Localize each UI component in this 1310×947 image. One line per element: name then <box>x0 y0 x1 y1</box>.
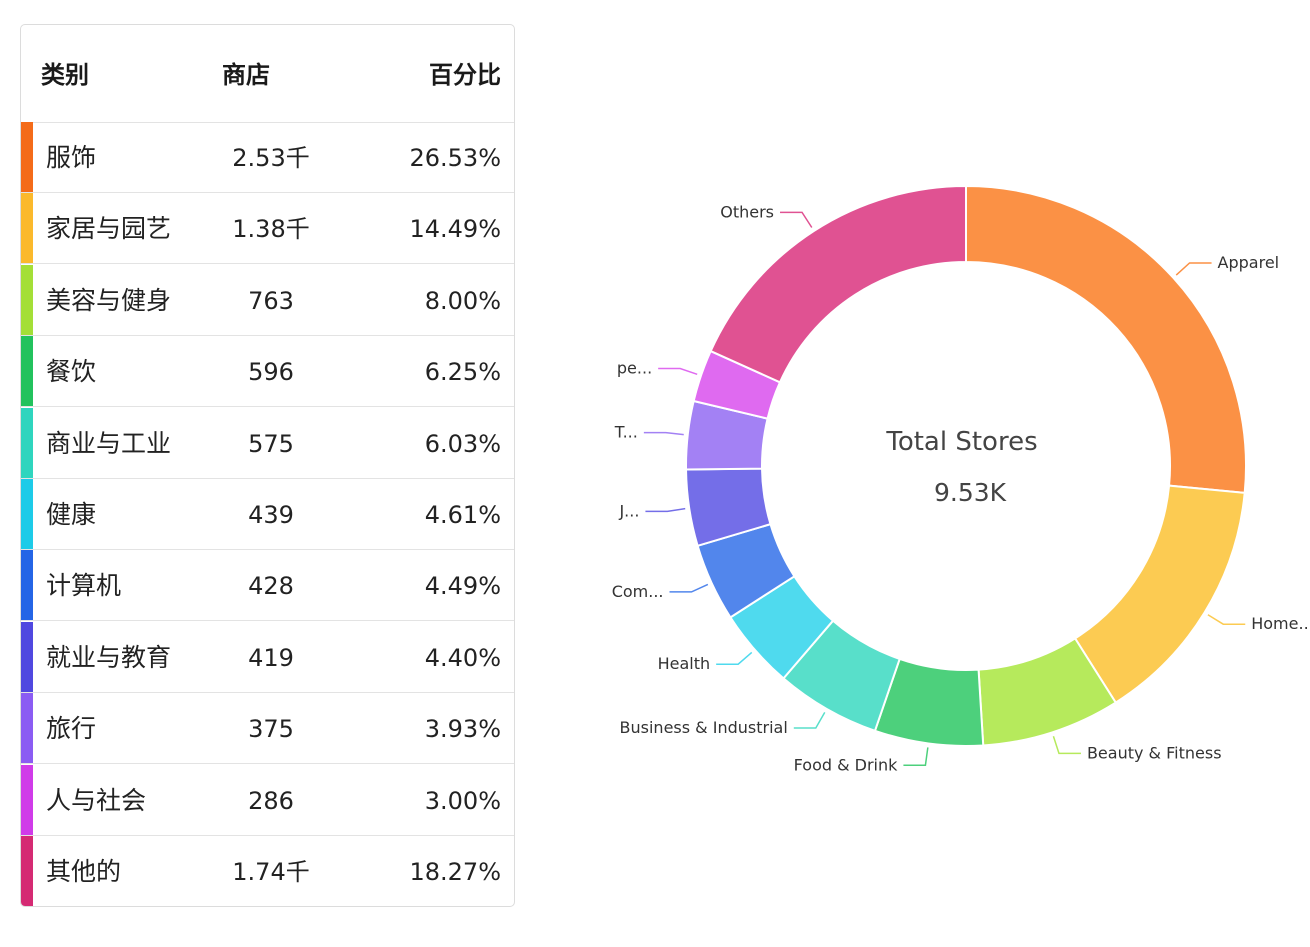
cell-percent: 4.61% <box>424 501 501 529</box>
category-color-bar <box>21 693 33 764</box>
donut-chart-svg: Apparel Home... Beauty & Fitness Food & Dri… <box>612 184 1310 774</box>
leader-line <box>1175 262 1212 276</box>
cell-category: 家居与园艺 <box>46 214 172 244</box>
cell-stores: 596 <box>248 358 294 387</box>
cell-percent: 4.40% <box>424 643 501 672</box>
leader-line <box>645 507 686 513</box>
category-color-bar <box>21 764 33 835</box>
table-row: 服饰 2.53千 26.53% <box>21 122 514 193</box>
cell-category: 其他的 <box>46 857 122 886</box>
table-row: 商业与工业 575 6.03% <box>21 407 514 479</box>
header-category: 类别 <box>41 61 89 89</box>
cell-percent: 8.00% <box>424 286 501 315</box>
cell-category: 餐饮 <box>46 357 97 387</box>
slice-label: J... <box>618 501 639 520</box>
cell-stores: 575 <box>248 429 294 458</box>
labels-group: Apparel Home... Beauty & Fitness Food & Dri… <box>612 202 1310 774</box>
cell-percent: 3.93% <box>424 715 501 744</box>
slice-label: Business & Industrial <box>620 718 788 737</box>
cell-percent: 14.49% <box>409 215 501 244</box>
cell-stores: 1.74千 <box>232 858 310 886</box>
leader-line <box>658 367 698 376</box>
table-row: 美容与健身 763 8.00% <box>21 264 514 336</box>
leader-line <box>903 747 929 767</box>
cell-percent: 18.27% <box>409 858 501 886</box>
cell-category: 就业与教育 <box>46 642 172 672</box>
table-row: 计算机 428 4.49% <box>21 550 514 622</box>
slice-label: pe... <box>617 359 652 378</box>
cell-percent: 26.53% <box>409 144 501 172</box>
cell-category: 商业与工业 <box>46 428 172 458</box>
category-color-bar <box>21 550 33 621</box>
slices-group <box>685 184 1247 747</box>
category-color-bar <box>21 836 33 906</box>
center-value: 9.53K <box>934 478 1007 507</box>
cell-category: 服饰 <box>46 143 97 172</box>
table-row: 健康 439 4.61% <box>21 479 514 550</box>
leader-line <box>716 651 753 665</box>
table-row: 旅行 375 3.93% <box>21 693 514 765</box>
table-row: 就业与教育 419 4.40% <box>21 621 514 693</box>
table-row: 家居与园艺 1.38千 14.49% <box>21 193 514 265</box>
slice-label: Health <box>658 654 711 673</box>
category-color-bar <box>21 407 33 478</box>
category-color-bar <box>21 336 33 407</box>
table-header: 类别 商店 百分比 <box>21 25 514 123</box>
cell-stores: 763 <box>248 286 294 315</box>
cell-percent: 4.49% <box>424 572 501 601</box>
slice-home[interactable] <box>1073 484 1246 704</box>
category-table: 类别 商店 百分比 服饰 2.53千 26.53% 家居与园艺 1.38千 14.49% 美… <box>20 24 515 907</box>
cell-percent: 6.03% <box>424 429 501 458</box>
cell-category: 人与社会 <box>46 785 147 815</box>
leader-line <box>643 431 684 436</box>
cell-stores: 439 <box>248 501 294 529</box>
category-color-bar <box>21 479 33 549</box>
cell-category: 美容与健身 <box>46 285 172 315</box>
category-color-bar <box>21 122 33 192</box>
cell-stores: 375 <box>248 715 294 744</box>
cell-percent: 3.00% <box>424 786 501 815</box>
category-color-bar <box>21 264 33 335</box>
slice-label: Beauty & Fitness <box>1087 743 1222 762</box>
table-row: 人与社会 286 3.00% <box>21 764 514 836</box>
header-percent: 百分比 <box>429 61 501 89</box>
category-color-bar <box>21 193 33 264</box>
cell-percent: 6.25% <box>424 358 501 387</box>
leader-line <box>793 712 826 729</box>
category-color-bar <box>21 621 33 692</box>
slice-others[interactable] <box>709 184 967 384</box>
slice-label: Food & Drink <box>794 755 899 774</box>
cell-category: 计算机 <box>46 571 122 601</box>
cell-stores: 286 <box>248 786 294 815</box>
cell-category: 健康 <box>46 500 97 529</box>
leader-line <box>1207 614 1246 625</box>
donut-chart: Apparel Home... Beauty & Fitness Food & Dri… <box>560 100 1310 820</box>
slice-label: Home... <box>1251 614 1310 633</box>
slice-label: Others <box>720 202 774 221</box>
table-row: 其他的 1.74千 18.27% <box>21 836 514 906</box>
slice-apparel[interactable] <box>965 184 1247 494</box>
header-stores-label: 商店 <box>222 61 270 89</box>
cell-stores: 1.38千 <box>232 215 310 244</box>
cell-category: 旅行 <box>46 714 97 744</box>
leader-line <box>1052 735 1081 755</box>
center-title: Total Stores <box>885 427 1037 457</box>
slice-label: Apparel <box>1218 253 1280 272</box>
table-row: 餐饮 596 6.25% <box>21 336 514 408</box>
leader-line <box>669 583 709 593</box>
leader-line <box>780 211 813 228</box>
slice-label: Com... <box>612 582 664 601</box>
cell-stores: 428 <box>248 572 294 601</box>
cell-stores: 419 <box>248 643 294 672</box>
slice-label: T... <box>614 423 638 442</box>
cell-stores: 2.53千 <box>232 144 310 172</box>
